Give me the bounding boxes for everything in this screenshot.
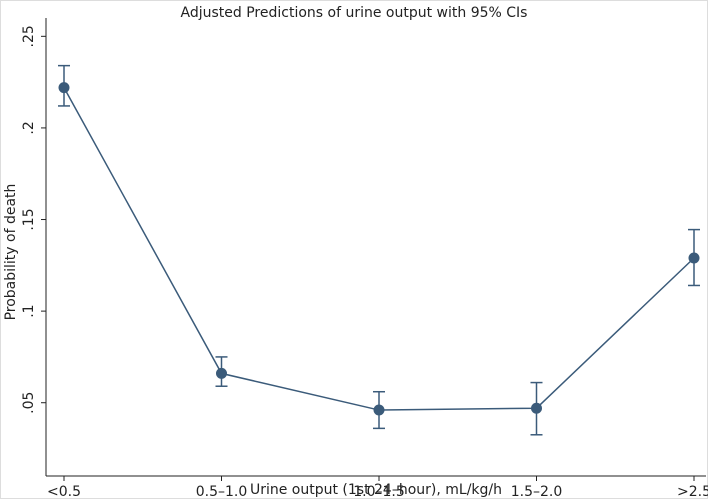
point	[688, 252, 700, 264]
x-tick-label: <0.5	[47, 484, 81, 499]
chart-title: Adjusted Predictions of urine output wit…	[181, 5, 528, 21]
point	[216, 367, 227, 379]
x-tick-label: 0.5–1.0	[196, 484, 248, 499]
y-tick-label: .1	[21, 304, 37, 317]
y-tick-label: .05	[21, 392, 37, 414]
y-tick-label: .2	[21, 121, 37, 134]
y-axis-label: Probability of death	[3, 184, 19, 321]
y-tick-label: .25	[21, 25, 37, 47]
point	[531, 402, 542, 414]
x-tick-label: 1.0–1.5	[353, 484, 405, 499]
point	[373, 404, 385, 416]
y-tick-label: .15	[21, 208, 37, 230]
x-tick-label: 1.5–2.0	[511, 484, 563, 499]
point	[58, 82, 70, 94]
x-tick-label: >2.5	[677, 484, 708, 499]
x-axis-label: Urine output (1st 24–hour), mL/kg/h	[250, 482, 502, 498]
